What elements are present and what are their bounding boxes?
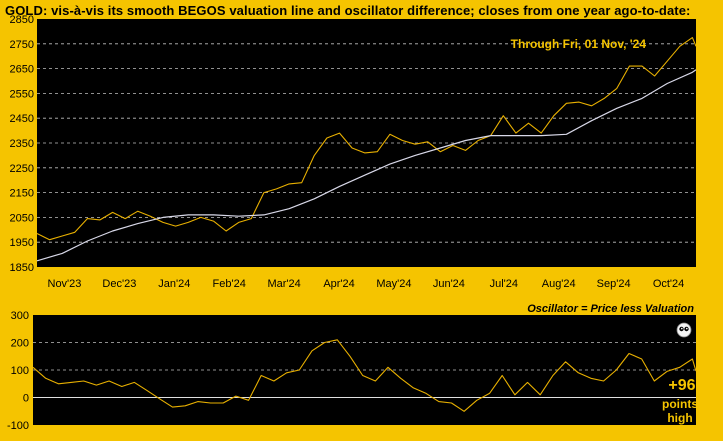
y-tick-label: -100: [7, 420, 29, 432]
x-tick-label: Nov'23: [48, 278, 82, 290]
oscillator-value-callout: +96: [668, 377, 695, 394]
x-tick-label: May'24: [376, 278, 411, 290]
x-tick-label: Oct'24: [653, 278, 684, 290]
y-tick-label: 2250: [10, 163, 34, 175]
x-tick-label: Sep'24: [597, 278, 631, 290]
y-tick-label: 1950: [10, 237, 34, 249]
y-tick-label: 0: [23, 393, 29, 405]
x-tick-label: Aug'24: [542, 278, 576, 290]
y-tick-label: 2850: [10, 14, 34, 26]
y-tick-label: 200: [11, 338, 29, 350]
oscillator-line: [32, 339, 697, 412]
x-tick-label: Feb'24: [213, 278, 246, 290]
x-tick-label: Jan'24: [158, 278, 190, 290]
y-tick-label: 1850: [10, 262, 34, 274]
y-tick-label: 300: [11, 310, 29, 322]
smiley-face-icon: [676, 322, 692, 338]
y-tick-label: 2650: [10, 64, 34, 76]
x-tick-label: Mar'24: [267, 278, 300, 290]
y-tick-label: 2350: [10, 138, 34, 150]
oscillator-title: Oscillator = Price less Valuation: [527, 303, 694, 315]
through-date-annotation: Through Fri, 01 Nov, '24: [511, 37, 647, 51]
y-tick-label: 2150: [10, 188, 34, 200]
price-panel: 1850 1950 2050 2150 2250 2350 2450 2550 2650 2750…: [10, 14, 697, 290]
y-tick-label: 2450: [10, 113, 34, 125]
valuation-line: [36, 69, 697, 262]
callout-line1: points: [662, 397, 698, 411]
y-tick-label: 2050: [10, 212, 34, 224]
price-line: [36, 37, 697, 241]
y-tick-label: 2550: [10, 88, 34, 100]
x-tick-label: Jun'24: [433, 278, 465, 290]
x-tick-label: Dec'23: [102, 278, 136, 290]
y-tick-label: 2750: [10, 39, 34, 51]
y-tick-label: 100: [11, 365, 29, 377]
page-title: GOLD: vis-à-vis its smooth BEGOS valuati…: [5, 3, 691, 18]
callout-line2: high: [667, 411, 692, 425]
x-tick-label: Jul'24: [490, 278, 518, 290]
x-tick-label: Apr'24: [323, 278, 354, 290]
oscillator-panel: -100 0 100 200 300 Oscillator = Price less Va…: [7, 303, 698, 432]
